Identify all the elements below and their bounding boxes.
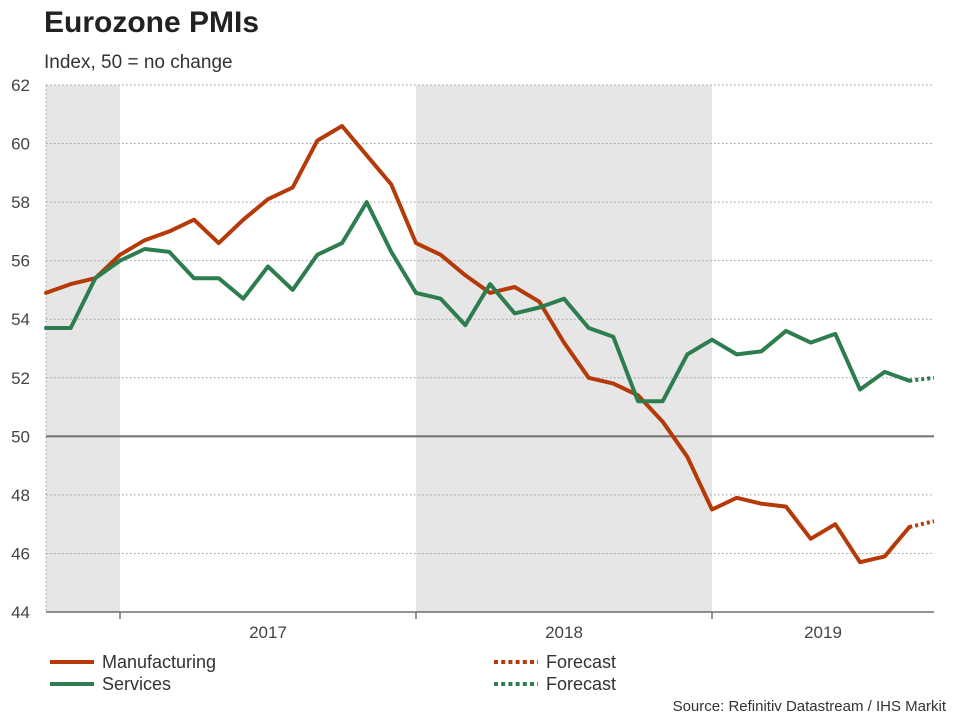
series-line-manufacturing xyxy=(44,124,912,565)
y-axis-ticks: 44 46 48 50 52 54 56 58 60 62 xyxy=(11,76,30,622)
shaded-bands xyxy=(46,85,712,612)
legend-label: Forecast xyxy=(546,652,616,672)
y-tick-label: 60 xyxy=(11,135,30,154)
y-tick-label: 48 xyxy=(11,486,30,505)
y-tick-label: 46 xyxy=(11,544,30,563)
x-axis: 2017 2018 2019 xyxy=(46,611,934,642)
shaded-band-2018 xyxy=(416,85,712,612)
shaded-band-2016 xyxy=(46,85,120,612)
legend: Manufacturing Forecast Services Forecast xyxy=(50,652,616,694)
legend-label: Manufacturing xyxy=(102,652,216,672)
chart-title: Eurozone PMIs xyxy=(44,6,260,39)
y-tick-label: 50 xyxy=(11,427,30,446)
legend-label: Forecast xyxy=(546,674,616,694)
y-tick-label: 62 xyxy=(11,76,30,95)
source-note: Source: Refinitiv Datastream / IHS Marki… xyxy=(672,698,946,715)
chart-subtitle: Index, 50 = no change xyxy=(44,52,233,73)
series-lines xyxy=(44,124,935,565)
y-tick-label: 44 xyxy=(11,603,30,622)
x-tick-label-2019: 2019 xyxy=(804,623,842,642)
y-tick-label: 54 xyxy=(11,310,30,329)
y-tick-label: 52 xyxy=(11,369,30,388)
x-tick-label-2018: 2018 xyxy=(545,623,583,642)
y-tick-label: 58 xyxy=(11,193,30,212)
series-line-services xyxy=(44,200,912,404)
y-tick-label: 56 xyxy=(11,252,30,271)
forecast-line-services xyxy=(909,375,935,383)
legend-label: Services xyxy=(102,674,171,694)
forecast-line-manufacturing xyxy=(908,519,935,530)
gridlines xyxy=(45,84,934,612)
x-tick-label-2017: 2017 xyxy=(249,623,287,642)
